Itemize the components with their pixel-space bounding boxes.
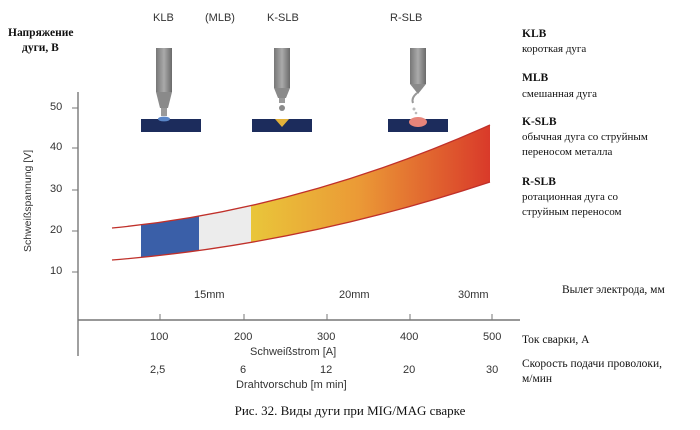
y-tick-label: 10	[50, 265, 63, 277]
y-tick-label: 20	[50, 224, 63, 236]
legend-r-slb-abbr: R-SLB	[522, 176, 556, 188]
wire-tick-label: 6	[240, 364, 247, 376]
stickout-value: 20mm	[339, 289, 370, 301]
band-upper-edge	[111, 124, 491, 229]
wire-label-ru-line1: Скорость подачи проволоки,	[522, 358, 663, 370]
stickout-value: 15mm	[194, 289, 225, 301]
legend-mlb-abbr: MLB	[522, 72, 549, 84]
legend-r-slb-desc: ротационная дуга со	[522, 191, 619, 203]
current-tick-label: 200	[234, 331, 253, 343]
wire-tick-label: 12	[320, 364, 333, 376]
stickout-label-ru: Вылет электрода, мм	[562, 284, 665, 296]
wire-label-de: Drahtvorschub [m min]	[236, 379, 347, 391]
current-tick-label: 100	[150, 331, 169, 343]
current-label-ru: Ток сварки, А	[522, 334, 590, 346]
y-axis-title-ru-line2: дуги, В	[22, 42, 59, 54]
legend-klb-desc: короткая дуга	[522, 43, 587, 55]
legend-klb-abbr: KLB	[522, 28, 547, 40]
current-tick-label: 500	[483, 331, 502, 343]
y-axis-title-ru-line1: Напряжение	[8, 27, 74, 39]
wire-tick-label: 30	[486, 364, 499, 376]
wire-label-ru-line2: м/мин	[522, 373, 553, 385]
current-tick-label: 300	[317, 331, 336, 343]
legend-k-slb-desc: переносом металла	[522, 146, 613, 158]
current-tick-label: 400	[400, 331, 419, 343]
y-axis-label-de: Schweißspannung [V]	[22, 149, 34, 252]
torch-spray-arc-icon	[252, 48, 312, 132]
torch-rotating-arc-icon	[388, 48, 448, 132]
y-tick-label: 50	[50, 101, 63, 113]
torch-short-arc-icon	[141, 48, 201, 132]
label-k-slb: K-SLB	[267, 12, 299, 24]
current-label-de: Schweißstrom [A]	[250, 346, 337, 358]
figure-caption: Рис. 32. Виды дуги при MIG/MAG сварке	[234, 403, 466, 418]
wire-tick-label: 2,5	[150, 364, 166, 376]
legend-k-slb-abbr: K-SLB	[522, 116, 557, 128]
mixed-arc-zone	[199, 125, 251, 260]
legend-k-slb-desc: обычная дуга со струйным	[522, 131, 648, 143]
band-lower-edge	[111, 181, 491, 261]
short-arc-zone	[112, 125, 141, 260]
y-tick-label: 30	[50, 183, 63, 195]
legend-r-slb-desc: струйным переносом	[522, 206, 622, 218]
label-klb: KLB	[153, 12, 174, 24]
y-tick-label: 40	[50, 141, 63, 153]
wire-tick-label: 20	[403, 364, 416, 376]
legend-mlb-desc: смешанная дуга	[522, 88, 598, 100]
stickout-value: 30mm	[458, 289, 489, 301]
x-ticks	[159, 314, 493, 320]
y-ticks	[72, 107, 78, 273]
label-mlb: (MLB)	[205, 12, 235, 24]
label-r-slb: R-SLB	[390, 12, 423, 24]
